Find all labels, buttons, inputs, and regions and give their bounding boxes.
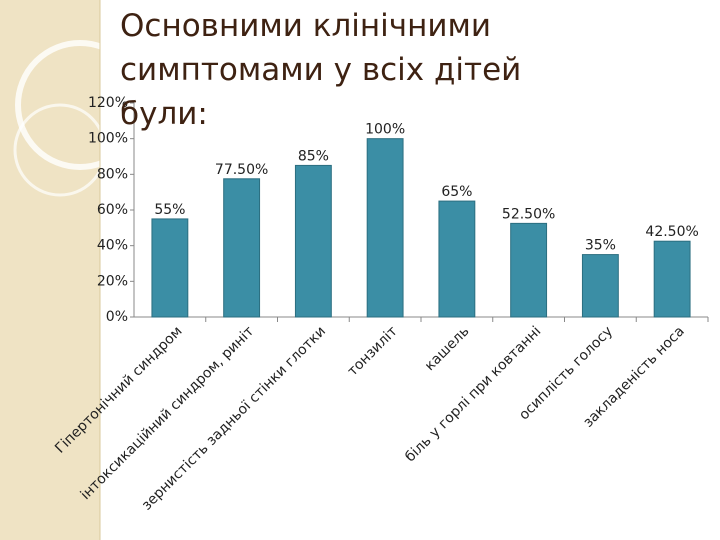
x-tick-label: кашель xyxy=(422,323,473,374)
decor-circle xyxy=(15,40,145,170)
y-tick-label: 80% xyxy=(97,166,128,182)
bar xyxy=(581,254,619,318)
side-band xyxy=(0,0,100,540)
x-tick-label: тонзиліт xyxy=(345,323,401,379)
x-tick-label: біль у горлі при ковтанні xyxy=(402,323,544,465)
y-tick-label: 120% xyxy=(88,95,128,111)
value-label: 35% xyxy=(585,238,616,254)
decor-circle xyxy=(13,103,107,197)
bar xyxy=(294,164,332,318)
value-label: 77.50% xyxy=(215,162,268,178)
y-tick-label: 100% xyxy=(88,131,128,147)
y-tick-label: 0% xyxy=(106,309,128,325)
value-label: 100% xyxy=(365,122,405,138)
value-label: 65% xyxy=(441,184,472,200)
bar xyxy=(223,178,261,318)
y-tick-label: 60% xyxy=(97,202,128,218)
y-tick-label: 40% xyxy=(97,238,128,254)
bar xyxy=(510,222,548,318)
bar xyxy=(653,240,691,318)
y-tick-label: 20% xyxy=(97,273,128,289)
chart-title: Основними клінічними симптомами у всіх д… xyxy=(120,8,522,132)
value-label: 55% xyxy=(154,202,185,218)
bar xyxy=(366,138,404,318)
bar xyxy=(151,218,189,318)
value-label: 85% xyxy=(298,148,329,164)
value-label: 52.50% xyxy=(502,206,555,222)
value-label: 42.50% xyxy=(645,224,698,240)
bar xyxy=(438,200,476,318)
